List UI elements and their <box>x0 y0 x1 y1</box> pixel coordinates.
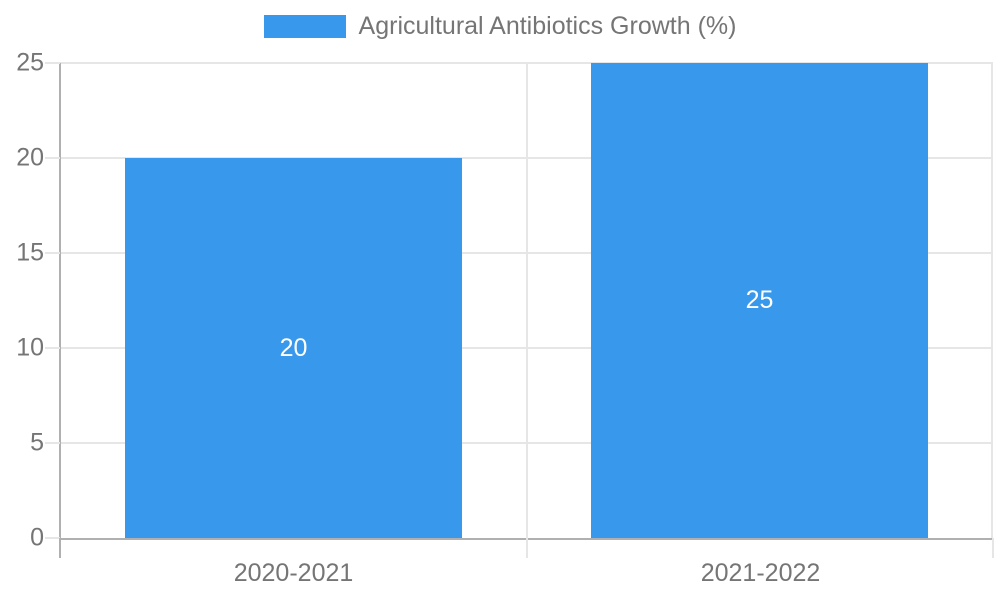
plot-right-border <box>991 63 993 538</box>
plot-area: 20 25 <box>60 62 993 538</box>
y-axis-tick-label: 0 <box>30 523 44 552</box>
y-axis-tick-label: 15 <box>16 238 44 267</box>
bar-value-label: 20 <box>279 333 308 362</box>
x-axis-tick <box>526 538 528 558</box>
legend-label: Agricultural Antibiotics Growth (%) <box>358 12 737 40</box>
x-axis-category-label: 2020-2021 <box>233 559 354 587</box>
legend-swatch-icon <box>263 15 346 38</box>
y-axis-tick <box>45 157 60 159</box>
y-axis-tick <box>45 537 60 539</box>
y-axis-tick-label: 10 <box>16 333 44 362</box>
y-axis-tick <box>45 62 60 64</box>
bar[interactable]: 25 <box>591 63 928 538</box>
bar-value-label: 25 <box>745 286 774 314</box>
legend[interactable]: Agricultural Antibiotics Growth (%) <box>0 14 1000 39</box>
y-axis-tick <box>45 252 60 254</box>
y-axis-line <box>59 63 61 558</box>
x-axis-tick <box>59 538 61 558</box>
y-axis-tick <box>45 442 60 444</box>
x-axis-tick <box>992 538 994 558</box>
y-axis-tick <box>45 347 60 349</box>
y-axis-tick-label: 5 <box>30 428 44 457</box>
x-axis-category-label: 2021-2022 <box>700 559 821 587</box>
y-axis-tick-label: 20 <box>16 143 44 172</box>
y-axis-tick-label: 25 <box>16 48 44 77</box>
gridline-vertical <box>526 63 528 538</box>
bar[interactable]: 20 <box>125 158 462 538</box>
